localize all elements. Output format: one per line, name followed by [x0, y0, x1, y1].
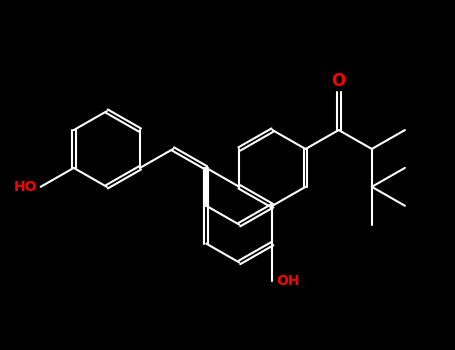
Text: OH: OH — [276, 274, 300, 288]
Text: HO: HO — [13, 180, 37, 194]
Text: O: O — [332, 72, 346, 90]
